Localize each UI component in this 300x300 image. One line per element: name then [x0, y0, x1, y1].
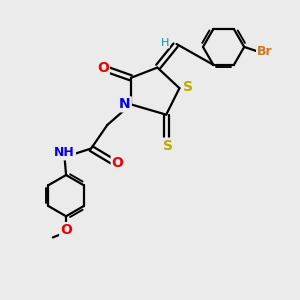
Text: S: S [183, 80, 193, 94]
Text: O: O [112, 156, 124, 170]
Text: Br: Br [257, 45, 273, 58]
Text: NH: NH [54, 146, 75, 159]
Text: N: N [119, 98, 131, 111]
Text: S: S [163, 139, 173, 153]
Text: H: H [160, 38, 169, 47]
Text: O: O [97, 61, 109, 75]
Text: O: O [60, 223, 72, 237]
